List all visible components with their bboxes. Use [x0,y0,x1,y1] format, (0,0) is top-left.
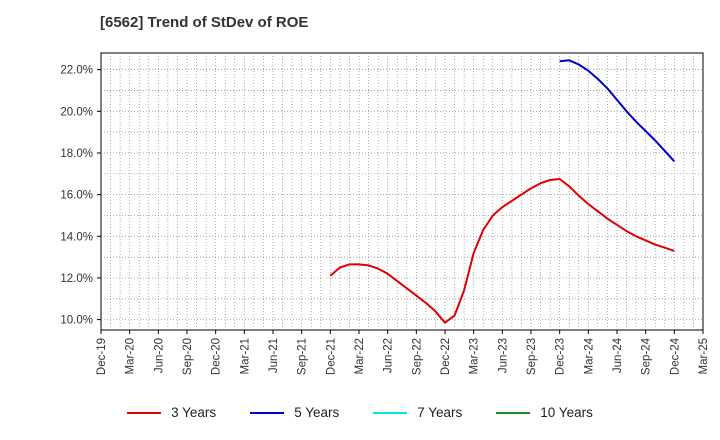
legend-swatch [127,411,162,414]
x-tick-label: Dec-23 [555,338,567,375]
y-tick-label: 14.0% [60,231,93,243]
legend-label: 7 Years [417,405,463,420]
y-tick-label: 18.0% [60,148,93,160]
x-tick-label: Sep-20 [182,338,194,375]
legend-item: 5 Years [250,405,339,420]
x-tick-label: Sep-22 [411,338,423,375]
chart-title: [6562] Trend of StDev of ROE [100,14,309,31]
x-tick-label: Dec-19 [96,338,108,375]
series-line-3-years [329,178,675,324]
x-tick-label: Dec-24 [669,337,681,375]
x-tick-label: Jun-21 [268,338,280,373]
y-tick-label: 20.0% [60,106,93,118]
legend: 3 Years 5 Years 7 Years 10 Years [0,405,720,420]
x-tick-label: Mar-20 [125,338,137,374]
x-tick-label: Jun-22 [383,338,395,373]
line-chart: 10.0% 12.0% 14.0% 16.0% 18.0% 20.0% 22.0% Dec-… [60,52,710,375]
legend-label: 10 Years [540,405,593,420]
series-lines [329,59,676,324]
legend-swatch [496,411,531,414]
x-tick-label: Mar-21 [239,338,251,374]
legend-item: 7 Years [373,405,462,420]
x-tick-label: Sep-23 [526,338,538,375]
legend-swatch [250,411,285,414]
x-tick-label: Jun-20 [153,338,165,373]
x-axis: Dec-19 Mar-20 Jun-20 Sep-20 Dec-20 Mar-21 Jun-… [96,330,710,375]
y-tick-label: 10.0% [60,315,93,327]
x-tick-label: Dec-22 [440,338,452,375]
series-line-5-years [559,59,676,162]
x-tick-label: Jun-23 [497,338,509,373]
legend-label: 3 Years [171,405,217,420]
x-tick-label: Sep-21 [297,338,309,375]
legend-swatch [373,411,408,414]
legend-item: 3 Years [127,405,216,420]
y-axis: 10.0% 12.0% 14.0% 16.0% 18.0% 20.0% 22.0% [60,65,101,327]
x-tick-label: Mar-22 [354,338,366,374]
y-tick-label: 16.0% [60,190,93,202]
x-tick-label: Mar-24 [583,337,595,374]
x-tick-label: Dec-20 [211,338,223,375]
y-tick-label: 12.0% [60,273,93,285]
x-tick-label: Mar-23 [469,338,481,374]
x-tick-label: Sep-24 [641,337,653,375]
y-tick-label: 22.0% [60,65,93,77]
legend-item: 10 Years [496,405,593,420]
x-tick-label: Dec-21 [325,338,337,375]
x-tick-label: Mar-25 [698,338,710,374]
x-tick-label: Jun-24 [612,337,624,373]
legend-label: 5 Years [294,405,340,420]
